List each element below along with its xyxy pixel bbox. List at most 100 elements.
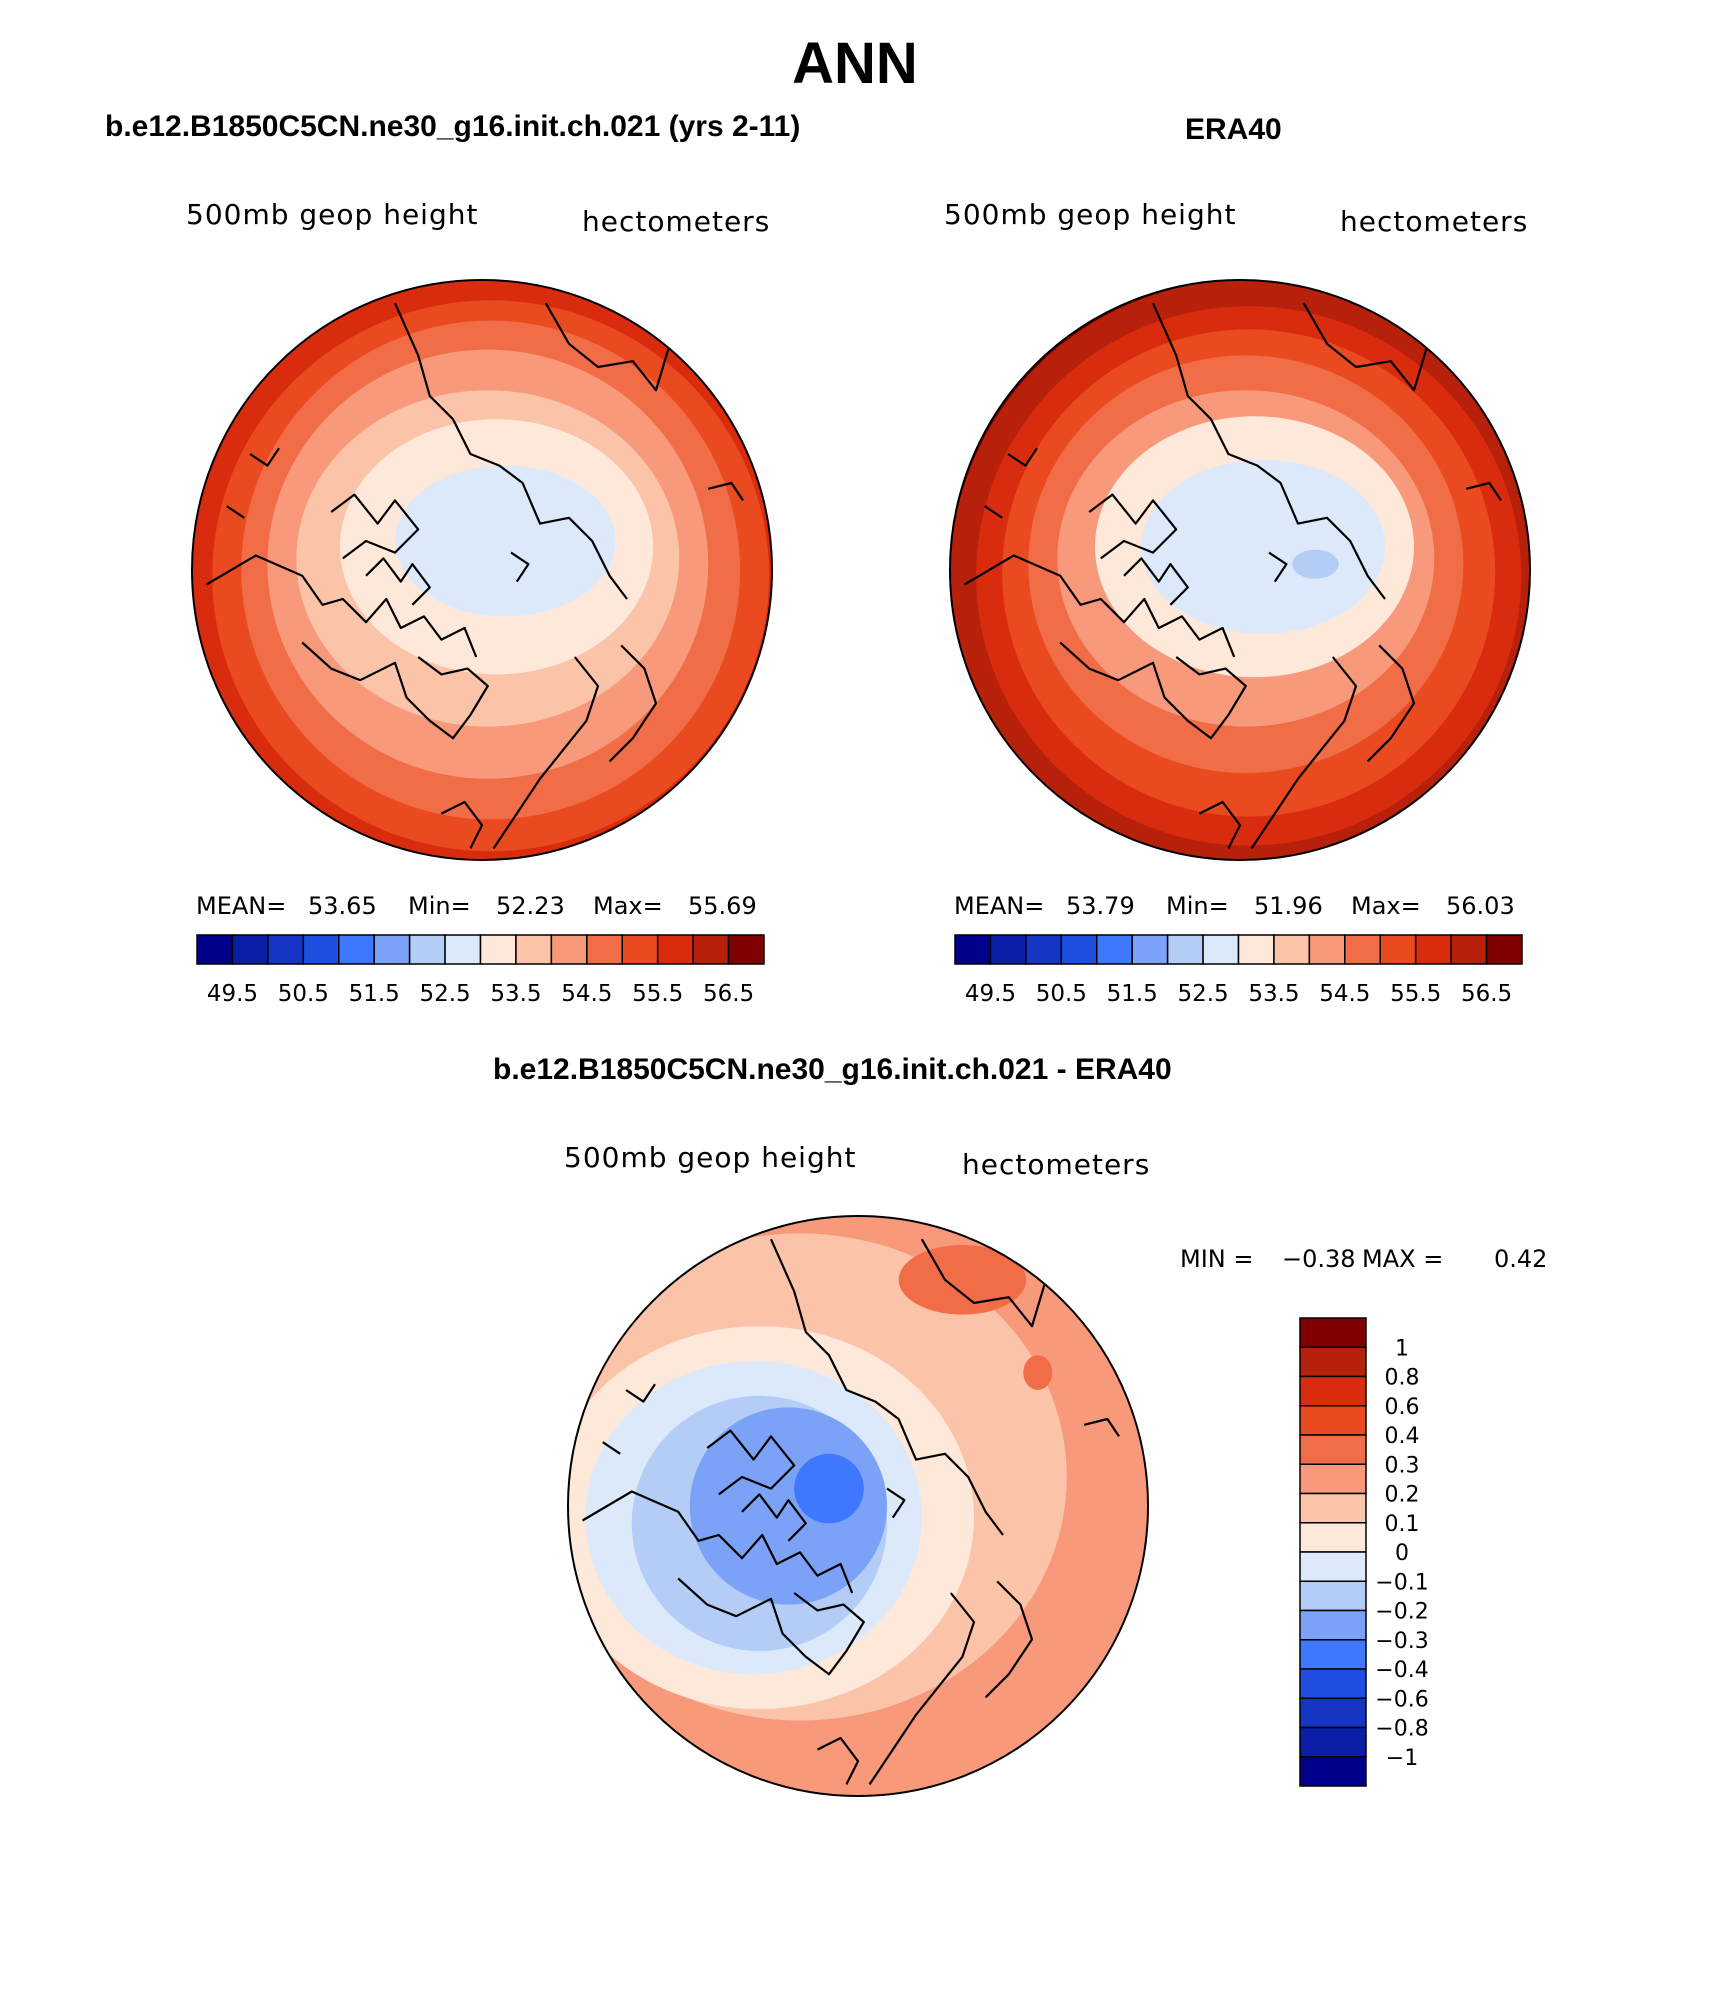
panel3-colorbar-tick-label-12: −0.6	[1375, 1687, 1428, 1712]
panel3-colorbar-box-0	[1299, 1317, 1367, 1348]
panel1-colorbar: 49.5 50.5 51.5 52.5 53.5 54.5 55.5 56.5	[196, 934, 765, 1007]
panel1-colorbar-box-2	[267, 934, 305, 965]
panel1-map-border	[191, 279, 773, 861]
panel2-colorbar-tick-label-4: 53.5	[1248, 981, 1299, 1007]
panel1-colorbar-box-6	[408, 934, 446, 965]
panel1-colorbar-box-0	[196, 934, 234, 965]
panel3-contour-band-8	[1023, 1355, 1053, 1390]
panel3-colorbar-box-13	[1299, 1697, 1367, 1729]
panel2-coastline-10	[1268, 551, 1288, 583]
panel2-colorbar: 49.5 50.5 51.5 52.5 53.5 54.5 55.5 56.5	[954, 934, 1523, 1007]
panel2-colorbar-box-4	[1096, 934, 1133, 965]
panel3-max-value: 0.42	[1494, 1245, 1548, 1273]
panel3-colorbar-tick-label-10: −0.3	[1375, 1629, 1428, 1654]
panel2-max-value: 56.03	[1446, 892, 1515, 920]
panel2-colorbar-tick-label-2: 51.5	[1107, 981, 1158, 1007]
panel3-colorbar-box-11	[1299, 1639, 1367, 1670]
panel2-colorbar-box-13	[1414, 934, 1452, 965]
panel1-colorbar-tick-label-4: 53.5	[490, 981, 541, 1007]
panel3-coastline-11	[625, 1383, 656, 1403]
panel1-coastline-9	[707, 481, 744, 502]
panel2-mean-label: MEAN=	[954, 892, 1045, 920]
panel3-coastline-0	[581, 1490, 854, 1594]
panel1-coastline-4	[393, 302, 628, 600]
panel3-colorbar-box-6	[1299, 1492, 1367, 1524]
panel2-contour-band-8	[1292, 549, 1339, 579]
panel1-coastline-0	[205, 554, 478, 658]
panel1-colorbar-tick-label-5: 54.5	[561, 981, 612, 1007]
panel1-colorbar-box-1	[231, 934, 269, 965]
panel1-colorbar-tick-label-2: 51.5	[349, 981, 400, 1007]
panel3-coastlines	[581, 1238, 1120, 1786]
panel1-coastline-2	[330, 493, 420, 560]
panel2-coastline-4	[1151, 302, 1386, 600]
panel1-colorbar-tick-label-1: 50.5	[278, 981, 329, 1007]
panel2-colorbar-tick-label-7: 56.5	[1461, 981, 1512, 1007]
panel2-colorbar-box-14	[1450, 934, 1488, 965]
panel1-colorbar-box-15	[727, 934, 765, 965]
panel1-colorbar-box-11	[586, 934, 623, 965]
panel1-colorbar-box-9	[515, 934, 553, 965]
panel1-coastline-12	[226, 505, 245, 519]
panel1-right-label: hectometers	[582, 205, 771, 238]
panel3-colorbar-box-1	[1299, 1346, 1367, 1378]
panel2-coastline-12	[984, 505, 1003, 519]
panel3-coastline-10	[886, 1487, 906, 1519]
panel3-right-label: hectometers	[962, 1148, 1151, 1181]
panel3-colorbar-box-2	[1299, 1375, 1367, 1407]
panel3-left-label: 500mb geop height	[564, 1141, 857, 1174]
panel2-colorbar-tick-label-3: 52.5	[1177, 981, 1228, 1007]
panel3-colorbar: 1 0.8 0.6 0.4 0.3 0.2 0.1 0 −0.1 −0.2 −0.3 −0.4 −0.6…	[1299, 1317, 1429, 1787]
panel3-colorbar-box-7	[1299, 1522, 1367, 1553]
panel3-colorbar-box-14	[1299, 1726, 1367, 1758]
panel2-coastline-11	[1007, 447, 1038, 467]
panel3-colorbar-tick-label-0: 1	[1395, 1336, 1409, 1361]
panel1-colorbar-box-3	[302, 934, 340, 965]
panel1-colorbar-box-10	[550, 934, 588, 965]
panel2-mean-value: 53.79	[1066, 892, 1135, 920]
panel3-colorbar-tick-label-13: −0.8	[1375, 1717, 1428, 1742]
panel3-colorbar-tick-label-8: −0.1	[1375, 1570, 1428, 1595]
panel3-map-border	[567, 1215, 1149, 1797]
panel2-coastline-5	[1302, 302, 1433, 392]
panel1-max-label: Max=	[593, 892, 663, 920]
panel1-coastline-8	[440, 800, 484, 849]
panel1-coastline-6	[492, 656, 600, 850]
panel3-coastline-6	[868, 1592, 976, 1786]
panel2-coastline-3	[1123, 557, 1189, 606]
panel1-field	[192, 280, 772, 860]
panel2-colorbar-tick-label-0: 49.5	[965, 981, 1016, 1007]
panel2-title: ERA40	[1185, 113, 1282, 146]
panel3-coastline-7	[984, 1580, 1034, 1699]
panel2-colorbar-box-0	[954, 934, 992, 965]
panel3-min-label: MIN =	[1180, 1245, 1254, 1273]
panel2-colorbar-box-6	[1166, 934, 1204, 965]
panel3-colorbar-tick-label-9: −0.2	[1375, 1600, 1428, 1625]
panel1-mean-label: MEAN=	[196, 892, 287, 920]
panel3-colorbar-box-4	[1299, 1434, 1367, 1465]
panel2-field	[950, 280, 1530, 860]
panel3-colorbar-tick-label-7: 0	[1395, 1541, 1409, 1566]
panel2-colorbar-box-12	[1379, 934, 1417, 965]
panel1-coastline-1	[301, 641, 489, 740]
panel2-colorbar-box-2	[1025, 934, 1063, 965]
panel2-colorbar-box-5	[1131, 934, 1169, 965]
panel3-colorbar-tick-label-2: 0.6	[1385, 1395, 1420, 1420]
panel1-contour-band-7	[395, 465, 616, 617]
panel3-colorbar-tick-label-5: 0.2	[1385, 1483, 1420, 1508]
panel1-min-label: Min=	[408, 892, 471, 920]
panel2-colorbar-box-8	[1237, 934, 1275, 965]
panel3-colorbar-tick-label-4: 0.3	[1385, 1453, 1420, 1478]
panel1-mean-value: 53.65	[308, 892, 377, 920]
panel2-max-label: Max=	[1351, 892, 1421, 920]
panel1-coastline-11	[249, 447, 280, 467]
panel3-title: b.e12.B1850C5CN.ne30_g16.init.ch.021 - E…	[493, 1053, 1172, 1086]
panel3-colorbar-box-10	[1299, 1609, 1367, 1641]
panel2-coastline-1	[1059, 641, 1247, 740]
panel1-max-value: 55.69	[688, 892, 757, 920]
panel1-coastline-10	[510, 551, 530, 583]
panel3-contour-band-7	[898, 1245, 1027, 1315]
panel1-colorbar-tick-label-6: 55.5	[632, 981, 683, 1007]
panel2-min-label: Min=	[1166, 892, 1229, 920]
